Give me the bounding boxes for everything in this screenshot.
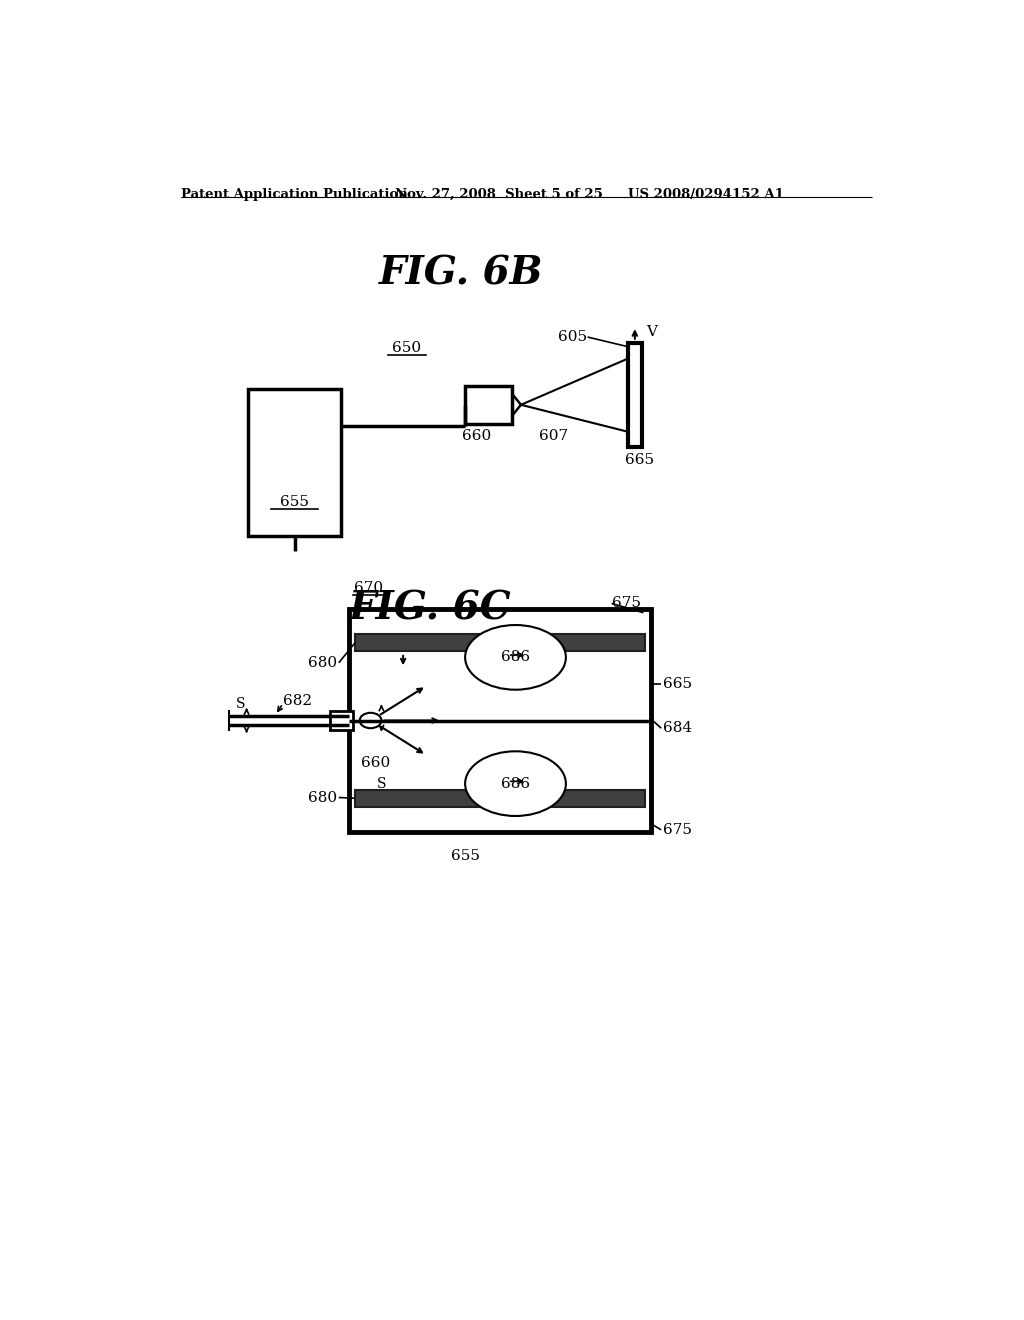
Text: V: V (646, 325, 656, 339)
Text: 682: 682 (283, 694, 312, 709)
Bar (330, 711, 352, 730)
Bar (628, 343, 642, 447)
Text: 675: 675 (663, 822, 692, 837)
Ellipse shape (465, 751, 566, 816)
Text: 655: 655 (281, 495, 309, 508)
Ellipse shape (359, 713, 381, 729)
Text: 675: 675 (612, 597, 641, 610)
Bar (465, 385, 512, 424)
Text: S: S (377, 777, 386, 792)
Text: 686: 686 (501, 776, 530, 791)
Text: 660: 660 (360, 756, 390, 770)
Text: 680: 680 (308, 656, 337, 669)
Bar (248, 389, 341, 536)
Text: 680: 680 (308, 791, 337, 804)
Text: 655: 655 (451, 849, 479, 863)
Text: US 2008/0294152 A1: US 2008/0294152 A1 (628, 187, 783, 201)
Text: 684: 684 (663, 721, 692, 735)
Text: Patent Application Publication: Patent Application Publication (180, 187, 408, 201)
Text: 665: 665 (625, 453, 654, 466)
Ellipse shape (465, 626, 566, 690)
Text: 607: 607 (539, 429, 568, 444)
Text: 665: 665 (663, 677, 692, 690)
Text: Nov. 27, 2008  Sheet 5 of 25: Nov. 27, 2008 Sheet 5 of 25 (395, 187, 603, 201)
Text: 605: 605 (558, 330, 588, 345)
Text: 650: 650 (392, 341, 422, 355)
Text: 670: 670 (353, 581, 383, 595)
Bar (355, 789, 645, 807)
Bar (349, 609, 651, 832)
Text: FIG. 6B: FIG. 6B (379, 255, 544, 293)
Text: S: S (236, 697, 245, 710)
Text: 686: 686 (501, 651, 530, 664)
Bar (355, 635, 645, 651)
Text: FIG. 6C: FIG. 6C (349, 590, 512, 627)
Text: 660: 660 (462, 429, 492, 444)
